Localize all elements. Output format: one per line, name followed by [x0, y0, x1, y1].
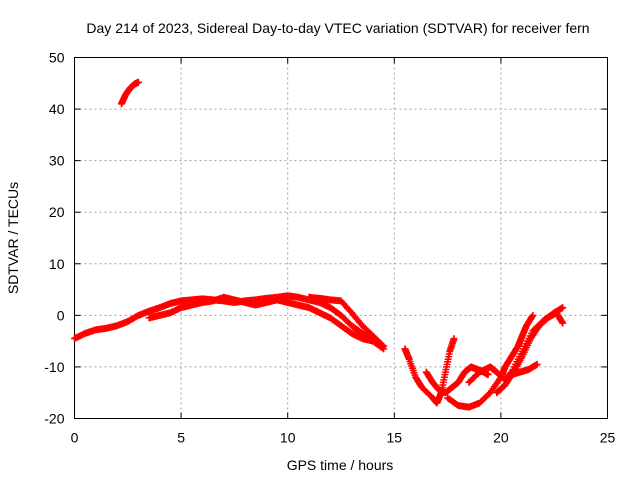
- x-tick-label: 25: [600, 430, 616, 446]
- series-night-loop-b: [422, 363, 492, 397]
- y-tick-label: 40: [49, 101, 65, 117]
- x-tick-label: 15: [387, 430, 403, 446]
- x-axis-label: GPS time / hours: [287, 457, 394, 473]
- y-tick-label: 0: [57, 307, 65, 323]
- series-early-arc: [117, 78, 142, 108]
- data-point: [558, 318, 566, 326]
- series-daytime-arc-c: [305, 293, 388, 350]
- plot-frame: [74, 57, 608, 419]
- chart-title: Day 214 of 2023, Sidereal Day-to-day VTE…: [86, 20, 589, 36]
- y-axis: -20 -10 0 10 20 30 40 50: [44, 50, 608, 427]
- data-point: [528, 313, 536, 321]
- x-tick-label: 20: [493, 430, 509, 446]
- data-point: [533, 360, 541, 368]
- y-tick-label: 30: [49, 153, 65, 169]
- series-night-loop-c: [444, 311, 537, 411]
- y-tick-label: -20: [44, 411, 64, 427]
- series-night-loop-e: [493, 309, 567, 397]
- x-axis: 0 5 10 15 20 25: [71, 57, 616, 446]
- series-night-trail: [508, 360, 541, 379]
- data-point: [380, 342, 388, 350]
- y-tick-label: -10: [44, 359, 64, 375]
- x-tick-label: 0: [71, 430, 79, 446]
- grid-lines: [74, 57, 608, 419]
- data-points: [71, 78, 567, 411]
- data-point: [559, 319, 567, 327]
- data-point: [484, 371, 492, 379]
- data-point: [450, 335, 458, 343]
- series-daytime-arc-b: [145, 293, 377, 345]
- y-axis-label: SDTVAR / TECUs: [5, 182, 21, 294]
- data-point: [134, 78, 142, 86]
- y-tick-label: 20: [49, 204, 65, 220]
- data-point: [559, 304, 567, 312]
- y-tick-label: 50: [49, 50, 65, 66]
- data-point: [378, 341, 386, 349]
- x-tick-label: 5: [177, 430, 185, 446]
- series-night-loop-a: [401, 335, 458, 407]
- y-tick-label: 10: [49, 256, 65, 272]
- x-tick-label: 10: [280, 430, 296, 446]
- data-point: [529, 311, 537, 319]
